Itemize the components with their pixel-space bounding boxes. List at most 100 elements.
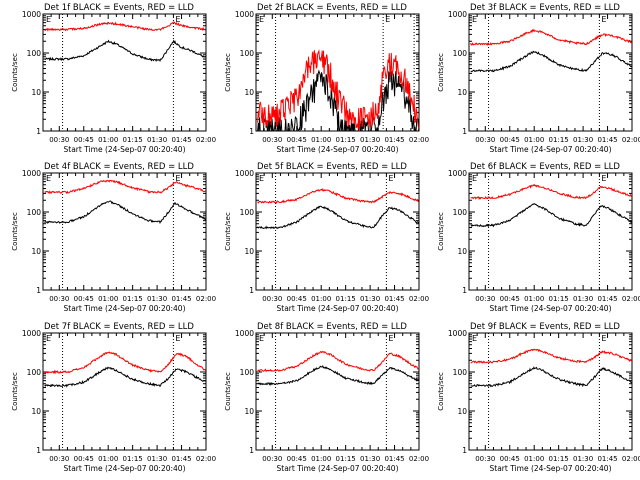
x-tick-label: 01:00 <box>98 455 118 463</box>
panel-title: Det 4f BLACK = Events, RED = LLD <box>44 162 194 172</box>
x-tick-label: 01:30 <box>147 295 167 303</box>
panel-title: Det 6f BLACK = Events, RED = LLD <box>470 162 620 172</box>
y-axis-label: Counts/sec <box>224 53 232 92</box>
x-tick-label: 00:45 <box>500 295 520 303</box>
x-tick-label: 02:00 <box>196 295 216 303</box>
y-tick-label: 1000 <box>235 329 254 338</box>
flag-label: E <box>385 15 390 24</box>
x-tick-label: 02:00 <box>622 455 640 463</box>
flag-label: E <box>472 334 477 343</box>
x-tick-label: 01:45 <box>597 136 617 144</box>
panel-det-4: Det 4f BLACK = Events, RED = LLD 1 10 100 10… <box>11 162 216 313</box>
x-tick-label: 01:45 <box>384 136 404 144</box>
series-line-lld <box>470 348 632 364</box>
x-tick-label: 01:00 <box>524 295 544 303</box>
x-tick-label: 01:00 <box>98 295 118 303</box>
x-tick-label: 00:45 <box>287 136 307 144</box>
y-axis-label: Counts/sec <box>437 53 445 92</box>
x-tick-label: 02:00 <box>622 295 640 303</box>
x-tick-label: 01:45 <box>597 295 617 303</box>
x-tick-label: 02:00 <box>196 455 216 463</box>
x-tick-label: 00:45 <box>74 136 94 144</box>
series-line-lld <box>470 183 632 201</box>
y-axis-label: Counts/sec <box>224 372 232 411</box>
panel-det-9: Det 9f BLACK = Events, RED = LLD 1 10 100 10… <box>437 322 640 473</box>
y-tick-label: 1 <box>462 446 467 455</box>
plot-frame <box>255 172 420 291</box>
x-tick-label: 01:15 <box>123 136 143 144</box>
series-group <box>470 348 632 388</box>
x-tick-label: 01:15 <box>336 455 356 463</box>
flag-label: E <box>472 15 477 24</box>
x-tick-label: 01:15 <box>549 295 569 303</box>
y-tick-label: 1000 <box>448 169 467 178</box>
flag-label: E <box>46 334 51 343</box>
y-tick-label: 1000 <box>22 329 41 338</box>
series-line-lld <box>44 179 206 195</box>
flag-label: E <box>259 174 264 183</box>
x-tick-label: 01:00 <box>311 455 331 463</box>
y-tick-label: 10 <box>244 88 254 97</box>
panel-det-5: Det 5f BLACK = Events, RED = LLD 1 10 100 10… <box>224 162 429 313</box>
flag-label: E <box>259 15 264 24</box>
series-group <box>257 49 419 131</box>
x-tick-label: 01:15 <box>549 136 569 144</box>
x-tick-label: 00:30 <box>49 295 69 303</box>
series-group <box>44 351 206 388</box>
x-tick-label: 01:30 <box>360 136 380 144</box>
x-tick-label: 00:30 <box>475 455 495 463</box>
x-tick-label: 01:45 <box>597 455 617 463</box>
y-tick-label: 1 <box>462 286 467 295</box>
y-tick-label: 1 <box>36 127 41 136</box>
x-tick-label: 01:45 <box>384 295 404 303</box>
x-tick-label: 00:30 <box>49 455 69 463</box>
x-axis-label: Start Time (24-Sep-07 00:20:40) <box>64 304 186 313</box>
flag-label: E <box>46 174 51 183</box>
x-tick-label: 01:30 <box>147 455 167 463</box>
x-axis-label: Start Time (24-Sep-07 00:20:40) <box>64 464 186 473</box>
series-group <box>470 28 632 73</box>
y-tick-label: 100 <box>240 49 255 58</box>
panel-det-2: Det 2f BLACK = Events, RED = LLD 1 10 100 10… <box>224 3 429 154</box>
x-axis-label: Start Time (24-Sep-07 00:20:40) <box>490 304 612 313</box>
x-tick-label: 01:00 <box>524 455 544 463</box>
series-line-events <box>257 205 419 230</box>
y-tick-label: 10 <box>457 88 467 97</box>
series-group <box>257 350 419 386</box>
series-line-events <box>44 366 206 388</box>
x-tick-label: 00:30 <box>262 136 282 144</box>
x-tick-label: 00:45 <box>287 295 307 303</box>
panel-title: Det 3f BLACK = Events, RED = LLD <box>470 3 620 13</box>
x-tick-label: 01:00 <box>98 136 118 144</box>
y-tick-label: 1 <box>462 127 467 136</box>
plot-frame <box>42 13 207 132</box>
panel-title: Det 8f BLACK = Events, RED = LLD <box>257 322 407 332</box>
x-tick-label: 00:30 <box>262 455 282 463</box>
y-tick-label: 1 <box>36 446 41 455</box>
series-group <box>470 183 632 228</box>
x-axis-label: Start Time (24-Sep-07 00:20:40) <box>277 145 399 154</box>
panel-title: Det 9f BLACK = Events, RED = LLD <box>470 322 620 332</box>
y-tick-label: 100 <box>453 49 468 58</box>
x-tick-label: 00:45 <box>500 455 520 463</box>
flag-label: E <box>175 15 180 24</box>
x-axis-label: Start Time (24-Sep-07 00:20:40) <box>490 464 612 473</box>
y-tick-label: 10 <box>244 407 254 416</box>
series-line-lld <box>257 350 419 373</box>
series-line-lld <box>44 21 206 32</box>
series-group <box>257 187 419 230</box>
x-tick-label: 00:30 <box>262 295 282 303</box>
series-line-events <box>44 39 206 63</box>
series-group <box>44 179 206 225</box>
x-tick-label: 00:45 <box>287 455 307 463</box>
plot-frame <box>42 332 207 451</box>
y-tick-label: 1000 <box>448 10 467 19</box>
y-tick-label: 100 <box>27 368 42 377</box>
y-tick-label: 1 <box>249 446 254 455</box>
x-tick-label: 01:45 <box>171 136 191 144</box>
panel-title: Det 5f BLACK = Events, RED = LLD <box>257 162 407 172</box>
x-tick-label: 01:00 <box>311 295 331 303</box>
flag-label: E <box>388 334 393 343</box>
y-axis-label: Counts/sec <box>437 372 445 411</box>
